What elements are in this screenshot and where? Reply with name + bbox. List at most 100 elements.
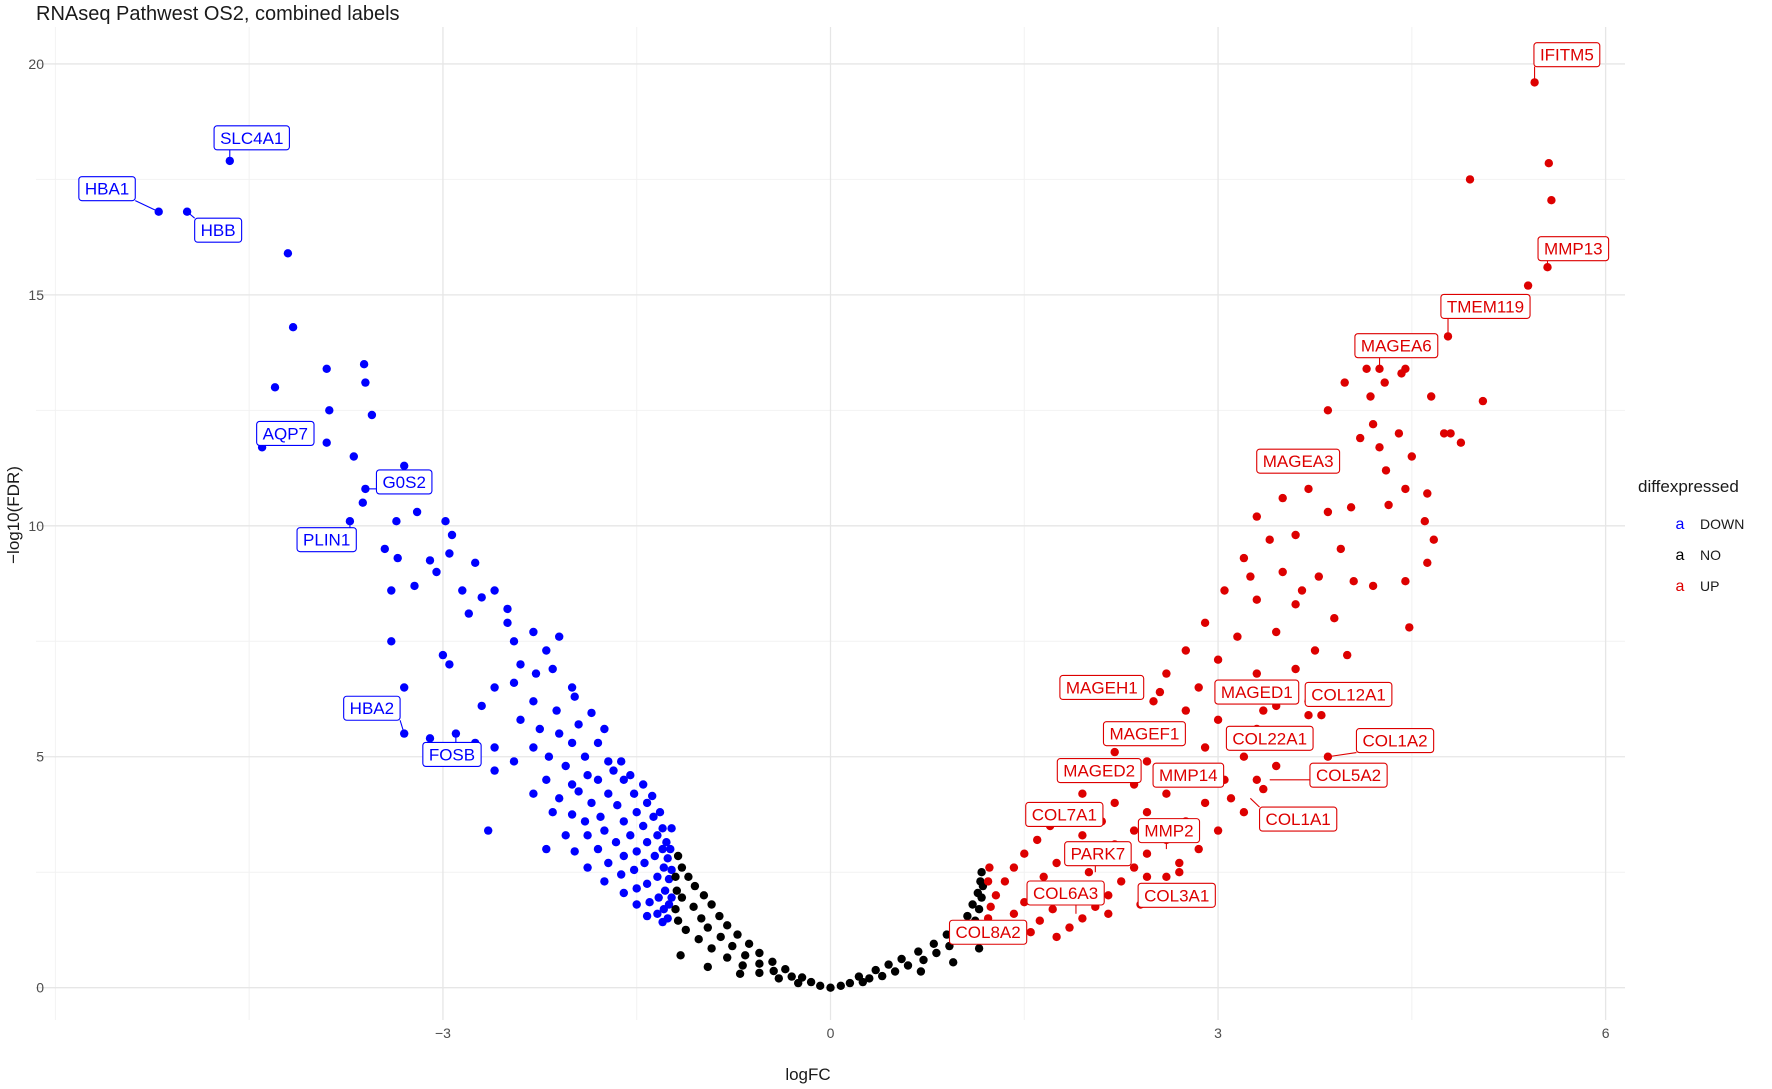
data-point — [903, 961, 913, 970]
data-point — [639, 821, 648, 831]
data-point — [1239, 752, 1249, 761]
data-point — [755, 948, 764, 958]
data-point — [387, 586, 396, 595]
data-point — [977, 893, 986, 902]
data-point — [535, 724, 544, 734]
gene-label-text: HBB — [201, 221, 236, 240]
data-point — [1129, 826, 1139, 835]
data-point — [1200, 798, 1210, 808]
legend-label: UP — [1700, 578, 1719, 594]
y-tick-label: 15 — [28, 287, 44, 303]
data-point — [490, 743, 499, 752]
data-point — [916, 967, 926, 976]
data-point — [548, 808, 557, 817]
gene-label-box — [1102, 721, 1186, 747]
data-point — [650, 851, 659, 861]
data-point — [542, 844, 551, 854]
gene-label-box — [1304, 681, 1393, 707]
data-point — [1009, 909, 1019, 918]
gene-label-text: MAGEA3 — [1263, 452, 1334, 471]
data-point — [968, 900, 977, 909]
data-point — [531, 669, 541, 678]
data-point — [617, 870, 626, 879]
data-point — [1366, 392, 1375, 401]
data-point — [1368, 581, 1378, 591]
data-point — [1356, 433, 1365, 443]
data-point — [283, 249, 293, 258]
data-point — [1246, 572, 1255, 581]
gene-label-text: SLC4A1 — [220, 129, 283, 148]
data-point — [387, 637, 396, 646]
data-point — [673, 851, 683, 861]
data-point — [349, 452, 358, 461]
data-point — [1265, 535, 1274, 544]
data-point — [655, 808, 665, 817]
data-point — [673, 916, 683, 925]
data-point — [593, 844, 603, 854]
data-point — [1078, 831, 1087, 840]
data-point — [671, 872, 680, 881]
data-point — [1384, 500, 1393, 510]
data-point — [723, 921, 732, 930]
data-point — [672, 886, 681, 895]
gene-label-text: AQP7 — [263, 424, 308, 443]
data-point — [787, 972, 796, 981]
data-point — [542, 775, 551, 784]
gene-label: HBA1 — [78, 176, 136, 202]
data-point — [604, 789, 613, 798]
data-point — [604, 757, 613, 766]
data-point — [816, 981, 825, 990]
data-point — [555, 632, 564, 641]
data-point — [768, 957, 777, 966]
gene-label-text: G0S2 — [382, 473, 425, 492]
data-point — [1200, 743, 1210, 752]
data-point — [1340, 378, 1349, 387]
data-point — [671, 905, 680, 914]
data-point — [1035, 916, 1045, 925]
data-point — [509, 678, 519, 687]
gene-label-text: COL22A1 — [1232, 729, 1307, 748]
data-point — [1323, 507, 1333, 517]
data-point — [723, 953, 732, 962]
data-point — [490, 586, 499, 595]
gene-label-box — [1064, 841, 1132, 867]
data-point — [619, 775, 628, 784]
data-point — [1297, 586, 1307, 595]
data-point — [645, 898, 654, 907]
data-point — [942, 930, 951, 939]
legend-entry-down: a DOWN — [1676, 516, 1745, 533]
data-point — [1336, 544, 1346, 554]
data-point — [1310, 646, 1320, 655]
data-point — [1423, 558, 1432, 567]
data-point — [1259, 784, 1268, 794]
data-point — [697, 914, 706, 923]
data-point — [649, 812, 658, 821]
data-point — [1543, 263, 1552, 272]
data-point — [667, 824, 676, 833]
label-connectors — [135, 66, 1549, 914]
gene-label-text: COL3A1 — [1144, 886, 1209, 905]
data-point — [1181, 706, 1191, 715]
gene-label-text: TMEM119 — [1447, 297, 1524, 316]
data-point — [1252, 669, 1262, 678]
data-point — [884, 960, 893, 969]
gene-label: COL8A2 — [948, 919, 1028, 945]
data-point — [639, 780, 648, 789]
y-axis-ticks: 0 5 10 15 20 — [28, 56, 44, 996]
data-point — [322, 364, 331, 373]
gene-label-box — [1537, 236, 1610, 262]
data-point — [1272, 761, 1281, 771]
data-point — [1291, 600, 1300, 609]
gene-label-text: COL5A2 — [1316, 766, 1381, 785]
gene-label: MAGED2 — [1056, 758, 1142, 784]
data-point — [1026, 928, 1035, 937]
data-point — [400, 683, 409, 692]
gene-label: SLC4A1 — [213, 125, 290, 151]
data-point — [1000, 877, 1010, 886]
data-point — [733, 930, 742, 939]
grid-major — [36, 27, 1625, 1020]
data-point — [1394, 429, 1404, 438]
gene-label: MMP13 — [1537, 236, 1610, 262]
gene-label-text: FOSB — [429, 745, 475, 764]
gene-label: COL3A1 — [1137, 882, 1216, 908]
